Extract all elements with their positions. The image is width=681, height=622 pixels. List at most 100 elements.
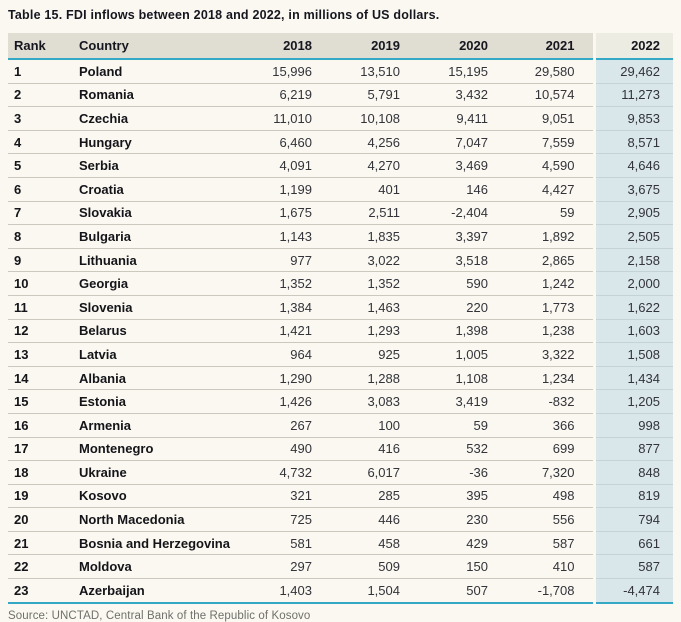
value-cell-2019: 925 — [330, 342, 418, 367]
value-cell-2019: 10,108 — [330, 106, 418, 131]
table-row: 7 Slovakia 1,675 2,511 -2,404 59 2,905 — [8, 201, 673, 226]
value-cell-2018: 1,143 — [242, 224, 330, 249]
table-row: 12 Belarus 1,421 1,293 1,398 1,238 1,603 — [8, 319, 673, 344]
table-row: 18 Ukraine 4,732 6,017 -36 7,320 848 — [8, 460, 673, 485]
table-row: 11 Slovenia 1,384 1,463 220 1,773 1,622 — [8, 295, 673, 320]
value-cell-2020: 1,005 — [418, 342, 506, 367]
value-cell-2022: 1,205 — [592, 389, 673, 414]
value-cell-2019: 1,288 — [330, 366, 418, 391]
value-cell-2021: -832 — [506, 389, 594, 414]
value-cell-2019: 4,270 — [330, 153, 418, 178]
value-cell-2020: 3,469 — [418, 153, 506, 178]
value-cell-2019: 1,352 — [330, 271, 418, 296]
rank-cell: 15 — [8, 389, 72, 414]
col-header-2019: 2019 — [330, 33, 418, 60]
table-row: 21 Bosnia and Herzegovina 581 458 429 587 661 — [8, 531, 673, 556]
value-cell-2018: 267 — [242, 413, 330, 438]
table-row: 17 Montenegro 490 416 532 699 877 — [8, 437, 673, 462]
country-cell: Latvia — [72, 342, 242, 367]
value-cell-2018: 321 — [242, 484, 330, 509]
value-cell-2020: 395 — [418, 484, 506, 509]
value-cell-2018: 977 — [242, 248, 330, 273]
value-cell-2019: 100 — [330, 413, 418, 438]
value-cell-2021: 1,892 — [506, 224, 594, 249]
value-cell-2018: 964 — [242, 342, 330, 367]
country-cell: Lithuania — [72, 248, 242, 273]
value-cell-2022: 2,905 — [592, 201, 673, 226]
country-cell: Poland — [72, 59, 242, 84]
table-row: 8 Bulgaria 1,143 1,835 3,397 1,892 2,505 — [8, 224, 673, 249]
value-cell-2019: 285 — [330, 484, 418, 509]
rank-cell: 17 — [8, 437, 72, 462]
value-cell-2021: 699 — [506, 437, 594, 462]
rank-cell: 20 — [8, 507, 72, 532]
value-cell-2022: -4,474 — [592, 578, 673, 604]
value-cell-2021: 29,580 — [506, 59, 594, 84]
value-cell-2022: 819 — [592, 484, 673, 509]
value-cell-2019: 4,256 — [330, 130, 418, 155]
value-cell-2020: 9,411 — [418, 106, 506, 131]
value-cell-2021: 59 — [506, 201, 594, 226]
value-cell-2020: 1,398 — [418, 319, 506, 344]
rank-cell: 12 — [8, 319, 72, 344]
rank-cell: 10 — [8, 271, 72, 296]
value-cell-2021: 410 — [506, 554, 594, 580]
value-cell-2022: 1,603 — [592, 319, 673, 344]
rank-cell: 23 — [8, 578, 72, 604]
value-cell-2021: 9,051 — [506, 106, 594, 131]
value-cell-2020: 507 — [418, 578, 506, 604]
country-cell: Bosnia and Herzegovina — [72, 531, 242, 556]
value-cell-2020: 532 — [418, 437, 506, 462]
value-cell-2020: 3,419 — [418, 389, 506, 414]
value-cell-2021: 556 — [506, 507, 594, 532]
value-cell-2021: 3,322 — [506, 342, 594, 367]
value-cell-2019: 2,511 — [330, 201, 418, 226]
rank-cell: 19 — [8, 484, 72, 509]
rank-cell: 5 — [8, 153, 72, 178]
table-row: 10 Georgia 1,352 1,352 590 1,242 2,000 — [8, 271, 673, 296]
value-cell-2019: 1,835 — [330, 224, 418, 249]
value-cell-2018: 1,384 — [242, 295, 330, 320]
table-row: 19 Kosovo 321 285 395 498 819 — [8, 484, 673, 509]
value-cell-2018: 725 — [242, 507, 330, 532]
value-cell-2018: 581 — [242, 531, 330, 556]
table-title: Table 15. FDI inflows between 2018 and 2… — [8, 8, 440, 22]
value-cell-2019: 458 — [330, 531, 418, 556]
value-cell-2020: -2,404 — [418, 201, 506, 226]
col-header-2020: 2020 — [418, 33, 506, 60]
rank-cell: 9 — [8, 248, 72, 273]
table-row: 5 Serbia 4,091 4,270 3,469 4,590 4,646 — [8, 153, 673, 178]
value-cell-2020: 3,518 — [418, 248, 506, 273]
value-cell-2022: 1,622 — [592, 295, 673, 320]
value-cell-2019: 6,017 — [330, 460, 418, 485]
value-cell-2022: 877 — [592, 437, 673, 462]
country-cell: Kosovo — [72, 484, 242, 509]
value-cell-2018: 1,426 — [242, 389, 330, 414]
value-cell-2020: 230 — [418, 507, 506, 532]
value-cell-2018: 1,290 — [242, 366, 330, 391]
value-cell-2019: 401 — [330, 177, 418, 202]
value-cell-2021: 10,574 — [506, 83, 594, 108]
country-cell: Czechia — [72, 106, 242, 131]
value-cell-2019: 3,022 — [330, 248, 418, 273]
rank-cell: 6 — [8, 177, 72, 202]
value-cell-2020: 3,397 — [418, 224, 506, 249]
value-cell-2022: 3,675 — [592, 177, 673, 202]
value-cell-2021: 498 — [506, 484, 594, 509]
table-row: 14 Albania 1,290 1,288 1,108 1,234 1,434 — [8, 366, 673, 391]
table-row: 9 Lithuania 977 3,022 3,518 2,865 2,158 — [8, 248, 673, 273]
rank-cell: 21 — [8, 531, 72, 556]
country-cell: Belarus — [72, 319, 242, 344]
value-cell-2019: 1,293 — [330, 319, 418, 344]
value-cell-2021: 1,773 — [506, 295, 594, 320]
value-cell-2022: 794 — [592, 507, 673, 532]
value-cell-2020: 1,108 — [418, 366, 506, 391]
table-row: 15 Estonia 1,426 3,083 3,419 -832 1,205 — [8, 389, 673, 414]
value-cell-2021: 2,865 — [506, 248, 594, 273]
value-cell-2021: 366 — [506, 413, 594, 438]
country-cell: Bulgaria — [72, 224, 242, 249]
value-cell-2018: 6,219 — [242, 83, 330, 108]
value-cell-2018: 1,352 — [242, 271, 330, 296]
